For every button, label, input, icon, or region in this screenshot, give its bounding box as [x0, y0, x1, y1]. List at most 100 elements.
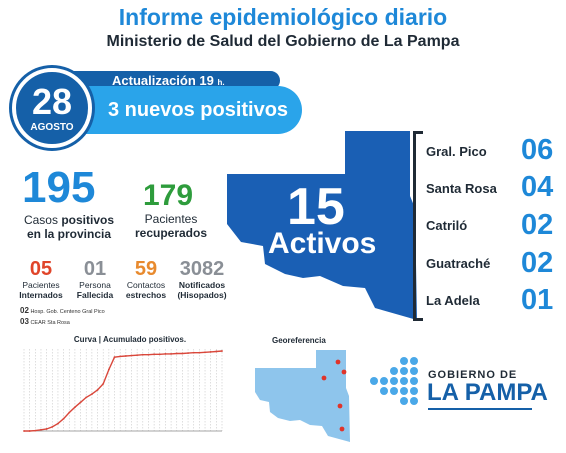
update-time-bar: Actualización 19 h. [62, 71, 280, 90]
curve-point [136, 354, 139, 357]
case-location-marker [339, 426, 345, 432]
contacts-value: 59 [134, 258, 158, 280]
curve-point [79, 401, 82, 404]
report-title: Informe epidemiológico diario [118, 4, 448, 30]
curve-point [34, 429, 37, 432]
curve-point [62, 417, 65, 420]
deceased-label-2: Fallecida [76, 290, 114, 300]
note-count: 03 [20, 317, 29, 326]
new-positives-text: 3 nuevos positivos [108, 99, 289, 121]
active-cases-label: Activos [268, 227, 377, 260]
georeference-title: Georeferencia [272, 336, 326, 345]
hospitalized-label-1: Pacientes [22, 280, 60, 290]
curve-point [170, 353, 172, 355]
curve-point [85, 396, 88, 399]
cumulative-positives-line [24, 350, 223, 432]
contacts-label-2: estrechos [125, 290, 167, 300]
hospitalized-stat: 05 Pacientes Internados [16, 258, 66, 300]
curve-point [147, 353, 150, 356]
total-cases-label-2: en la provincia [26, 227, 112, 241]
curve-point [175, 352, 178, 355]
update-time-label: Actualización 19 [112, 73, 214, 88]
case-location-marker [341, 369, 347, 375]
active-cases-value: 15 [287, 178, 345, 236]
georeference-province-shape [255, 350, 350, 442]
cumulative-curve-chart [23, 349, 223, 432]
curve-point [198, 351, 201, 354]
chart-title: Curva | Acumulado positivos. [73, 335, 187, 344]
curve-point [187, 352, 189, 354]
new-positives-banner: 3 nuevos positivos [62, 86, 302, 134]
logo-text-top: GOBIERNO DE [428, 369, 518, 381]
total-cases-value: 195 [22, 163, 96, 212]
curve-point [192, 351, 195, 354]
curve-point [221, 350, 223, 352]
la-pampa-map [227, 131, 417, 320]
case-location-marker [335, 359, 341, 365]
curve-point [40, 428, 42, 431]
locality-name: Catriló [426, 218, 468, 233]
report-subtitle: Ministerio de Salud del Gobierno de La P… [106, 33, 460, 50]
recovered-value: 179 [143, 179, 194, 212]
notified-label-2: (Hisopados) [177, 290, 227, 300]
total-cases-label-bold: positivos [61, 213, 115, 227]
curve-point [153, 353, 156, 356]
curve-point [45, 428, 48, 430]
note-row: 03 CEAR Sta Rosa [20, 317, 105, 328]
curve-point [124, 355, 127, 357]
notified-label-1: Notificados [178, 280, 226, 290]
curve-point [130, 354, 133, 357]
recovered-label: Pacientes recuperados [118, 212, 224, 240]
curve-point [113, 356, 116, 359]
note-text: Hosp. Gob. Centeno Gral Pico [30, 309, 105, 315]
curve-point [119, 355, 122, 358]
contacts-stat: 59 Contactos estrechos [122, 258, 170, 300]
case-location-marker [337, 403, 343, 409]
hospitalized-value: 05 [29, 258, 53, 280]
locality-name: La Adela [426, 293, 480, 308]
hospital-notes: 02 Hosp. Gob. Centeno Gral Pico 03 CEAR … [20, 306, 105, 328]
curve-point [158, 353, 161, 356]
curve-point [204, 351, 206, 354]
curve-point [90, 393, 93, 395]
curve-point [74, 406, 76, 409]
deceased-stat: 01 Persona Fallecida [72, 258, 118, 300]
notified-stat: 3082 Notificados (Hisopados) [170, 258, 234, 300]
curve-point [102, 382, 105, 385]
localities-bracket [413, 131, 423, 321]
total-cases-label-1: Casos [23, 213, 58, 227]
curve-point [96, 389, 99, 391]
curve-point [181, 352, 184, 355]
recovered-label-2: recuperados [134, 226, 208, 240]
locality-count: 01 [521, 284, 554, 316]
update-time-unit: h. [217, 78, 225, 87]
total-cases-label: Casos positivos en la provincia [14, 213, 124, 241]
locality-name: Santa Rosa [426, 181, 497, 196]
curve-point [215, 350, 218, 353]
date-month: AGOSTO [30, 122, 74, 133]
logo-text-bottom: LA PAMPA [427, 379, 548, 406]
curve-point [68, 411, 71, 414]
curve-point [141, 353, 144, 356]
recovered-label-1: Pacientes [144, 212, 198, 226]
deceased-label-1: Persona [79, 280, 111, 290]
curve-point [209, 350, 212, 353]
note-row: 02 Hosp. Gob. Centeno Gral Pico [20, 306, 105, 317]
locality-count: 02 [521, 247, 554, 279]
contacts-label-1: Contactos [126, 280, 166, 290]
province-shape [227, 131, 417, 320]
note-count: 02 [20, 306, 29, 315]
locality-name: Guatraché [426, 256, 491, 271]
locality-count: 02 [521, 209, 554, 241]
curve-point [28, 430, 31, 432]
date-badge: 28 AGOSTO [12, 68, 92, 148]
date-day: 28 [31, 81, 73, 122]
logo-underline [428, 408, 532, 410]
locality-count: 06 [521, 134, 554, 166]
curve-point [107, 368, 110, 371]
curve-point [23, 430, 25, 432]
georeference-map [255, 350, 350, 442]
government-logo-icon [370, 357, 418, 405]
locality-count: 04 [521, 171, 554, 203]
curve-point [51, 426, 54, 428]
